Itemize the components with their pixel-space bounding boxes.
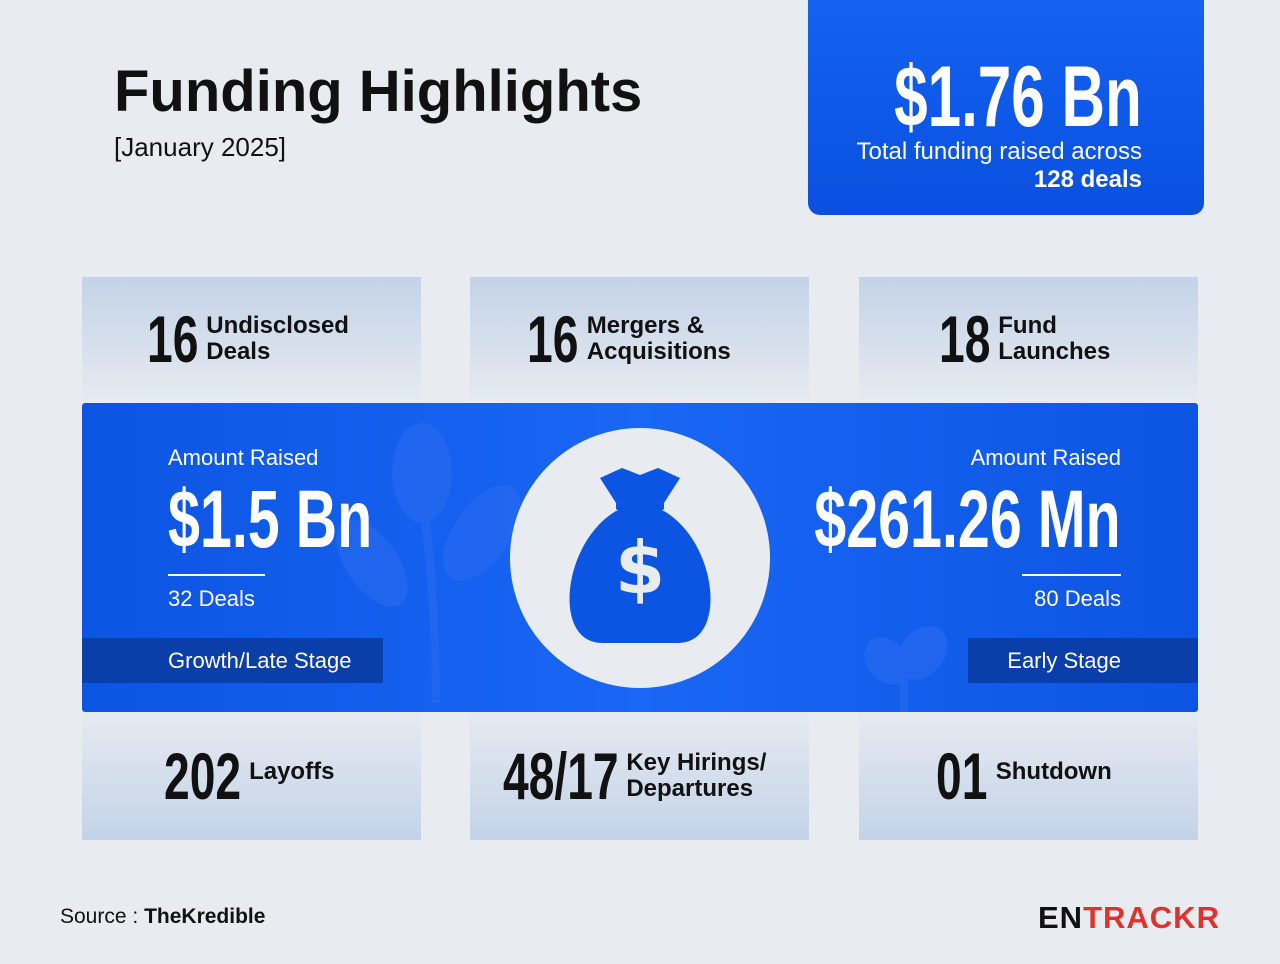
stat-label: Key Hirings/ Departures [626, 749, 767, 802]
brand: TRACKR [1083, 900, 1220, 935]
svg-text:$: $ [615, 526, 665, 610]
total-amount: $1.76 Bn [894, 49, 1142, 145]
stage-band: $ Amount Raised $1.5 Bn 32 Deals Growth/… [82, 403, 1198, 712]
source: TheKredible [144, 905, 266, 928]
total-deals: 128 deals [1033, 166, 1142, 193]
total-box: $1.76 Bn Total funding raised across 128… [808, 0, 1204, 215]
divider [168, 574, 265, 576]
stage-caption: Amount Raised [168, 445, 319, 470]
total-text: Total funding raised across [856, 138, 1143, 165]
stage-tag: Early Stage [968, 638, 1198, 683]
stat-card: 16 Mergers & Acquisitions [470, 277, 809, 400]
stage-amount: $1.5 Bn [168, 474, 373, 565]
stat-label: Undisclosed Deals [206, 311, 349, 365]
stat-value: 18 [938, 301, 991, 376]
stat-card: 48/17 Key Hirings/ Departures [470, 712, 809, 840]
stage-tag: Growth/Late Stage [82, 638, 383, 683]
band-decoration: $ [336, 423, 948, 712]
source-label: Source : [60, 905, 139, 928]
stat-value: 48/17 [502, 739, 619, 813]
stat-card: 01 Shutdown [859, 712, 1198, 840]
title: Funding Highlights [114, 59, 643, 124]
stat-card: 202 Layoffs [82, 712, 421, 840]
stat-card: 16 Undisclosed Deals [82, 277, 421, 400]
brand: EN [1038, 900, 1084, 935]
stat-value: 202 [163, 739, 242, 813]
divider [1022, 574, 1121, 576]
subtitle: [January 2025] [114, 132, 287, 162]
stat-value: 01 [936, 739, 988, 813]
stage-caption: Amount Raised [970, 445, 1121, 470]
stat-label: Mergers & Acquisitions [586, 311, 731, 365]
stat-value: 16 [146, 301, 199, 376]
stat-card: 18 Fund Launches [859, 277, 1198, 400]
stat-label: Fund Launches [998, 311, 1111, 365]
stage-deals: 80 Deals [1034, 586, 1121, 611]
stat-label: Layoffs [249, 758, 335, 785]
stage-amount: $261.26 Mn [814, 474, 1121, 565]
stage-deals: 32 Deals [168, 586, 255, 611]
stat-value: 16 [527, 301, 579, 376]
stat-label: Shutdown [995, 758, 1112, 785]
